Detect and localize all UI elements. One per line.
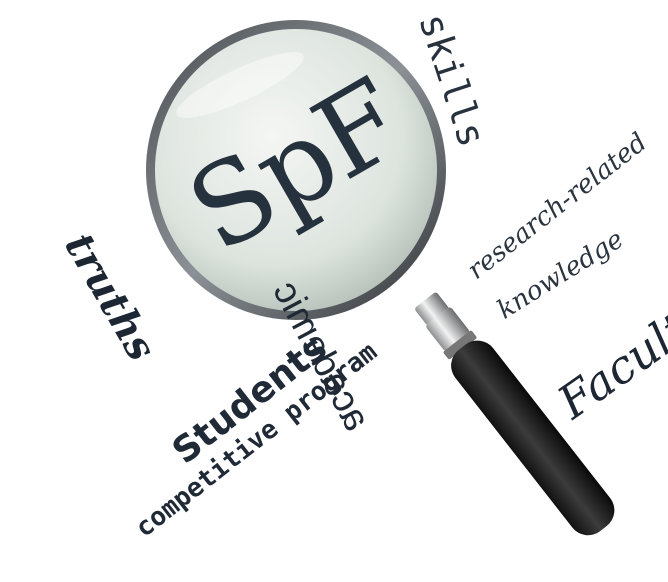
magnifier-word-cloud: SpF skills research-related knowledge Fa… [55, 8, 668, 544]
magnifying-glass-icon [146, 20, 615, 536]
